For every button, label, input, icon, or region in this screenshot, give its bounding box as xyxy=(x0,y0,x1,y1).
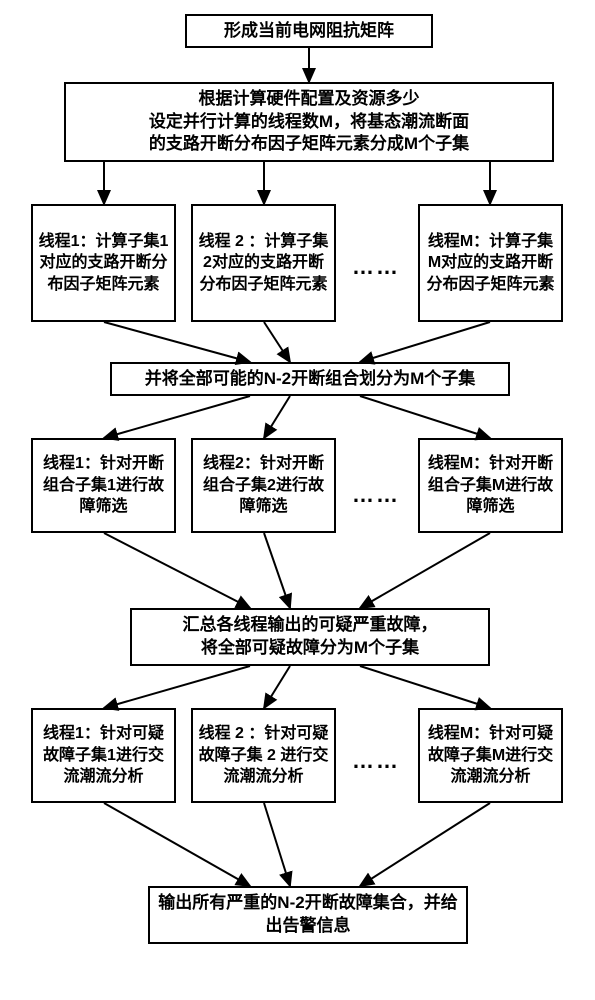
ellipsis-text: …… xyxy=(352,482,400,507)
node-text: 线程1：针对可疑故障子集1进行交流潮流分析 xyxy=(38,723,169,788)
node-config-threads: 根据计算硬件配置及资源多少 设定并行计算的线程数M，将基态潮流断面 的支路开断分… xyxy=(64,82,554,162)
node-text: 线程 2 ：针对可疑故障子集 2 进行交流潮流分析 xyxy=(198,723,329,788)
node-thread1-acflow: 线程1：针对可疑故障子集1进行交流潮流分析 xyxy=(31,708,176,803)
ellipsis-icon: …… xyxy=(352,748,400,774)
node-text: 线程 2 ：计算子集2对应的支路开断分布因子矩阵元素 xyxy=(198,231,329,296)
ellipsis-icon: …… xyxy=(352,254,400,280)
node-collect-faults: 汇总各线程输出的可疑严重故障， 将全部可疑故障分为M个子集 xyxy=(130,608,490,666)
node-text: 并将全部可能的N-2开断组合划分为M个子集 xyxy=(145,368,476,391)
node-impedance-matrix: 形成当前电网阻抗矩阵 xyxy=(185,14,433,48)
node-output-alarm: 输出所有严重的N-2开断故障集合，并给出告警信息 xyxy=(148,886,468,944)
node-thread1-factor: 线程1：计算子集1对应的支路开断分布因子矩阵元素 xyxy=(31,204,176,322)
node-text: 线程M：针对可疑故障子集M进行交流潮流分析 xyxy=(425,723,556,788)
node-threadM-acflow: 线程M：针对可疑故障子集M进行交流潮流分析 xyxy=(418,708,563,803)
node-text: 根据计算硬件配置及资源多少 设定并行计算的线程数M，将基态潮流断面 的支路开断分… xyxy=(149,88,469,157)
node-n2-combinations: 并将全部可能的N-2开断组合划分为M个子集 xyxy=(110,362,510,396)
node-text: 线程M：计算子集M对应的支路开断分布因子矩阵元素 xyxy=(425,231,556,296)
ellipsis-icon: …… xyxy=(352,482,400,508)
node-text: 输出所有严重的N-2开断故障集合，并给出告警信息 xyxy=(158,892,458,938)
node-thread2-factor: 线程 2 ：计算子集2对应的支路开断分布因子矩阵元素 xyxy=(191,204,336,322)
node-thread2-acflow: 线程 2 ：针对可疑故障子集 2 进行交流潮流分析 xyxy=(191,708,336,803)
node-thread1-screen: 线程1：针对开断组合子集1进行故障筛选 xyxy=(31,438,176,533)
ellipsis-text: …… xyxy=(352,254,400,279)
node-thread2-screen: 线程2：针对开断组合子集2进行故障筛选 xyxy=(191,438,336,533)
node-text: 形成当前电网阻抗矩阵 xyxy=(224,20,394,43)
node-text: 线程1：针对开断组合子集1进行故障筛选 xyxy=(38,453,169,518)
node-threadM-screen: 线程M：针对开断组合子集M进行故障筛选 xyxy=(418,438,563,533)
node-text: 线程2：针对开断组合子集2进行故障筛选 xyxy=(198,453,329,518)
node-text: 线程M：针对开断组合子集M进行故障筛选 xyxy=(425,453,556,518)
ellipsis-text: …… xyxy=(352,748,400,773)
node-threadM-factor: 线程M：计算子集M对应的支路开断分布因子矩阵元素 xyxy=(418,204,563,322)
node-text: 汇总各线程输出的可疑严重故障， 将全部可疑故障分为M个子集 xyxy=(183,614,438,660)
node-text: 线程1：计算子集1对应的支路开断分布因子矩阵元素 xyxy=(38,231,169,296)
